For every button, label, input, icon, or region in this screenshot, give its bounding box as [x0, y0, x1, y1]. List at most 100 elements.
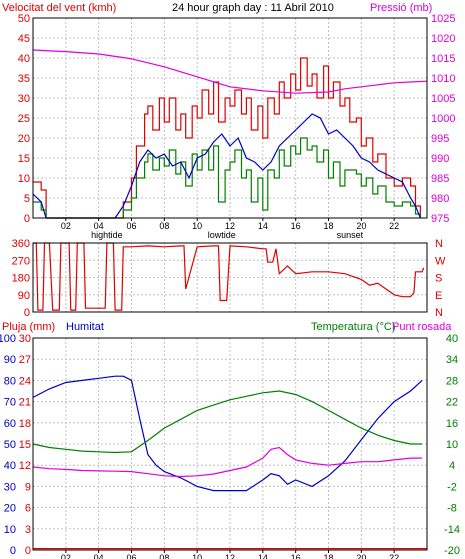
humidity-y-tick-label: 60 — [4, 418, 16, 430]
pressure-y-tick-label: 1000 — [431, 113, 455, 125]
temperature-line — [32, 390, 423, 454]
pressure-line — [32, 49, 428, 94]
direction-y-tick-label: 90 — [18, 290, 30, 302]
wind-y-tick-label: 25 — [18, 113, 30, 125]
humidity-y-tick-label: 50 — [4, 439, 16, 451]
wind-x-tick-label: 06 — [126, 221, 136, 231]
wind-x-tick-label: 20 — [356, 221, 366, 231]
temperature-axis-title: Temperatura (°C) — [311, 321, 395, 333]
wind-x-annotation-lowtide: lowtide — [208, 230, 236, 240]
dewpoint-line — [32, 446, 423, 478]
wind-y-tick-label: 15 — [18, 153, 30, 165]
humidity-y-tick-label: 20 — [4, 503, 16, 515]
rain-y-tick-label: 3 — [25, 524, 31, 536]
weather-x-tick-label: 22 — [389, 553, 399, 559]
humidity-axis-title: Humitat — [66, 321, 104, 333]
wind-y-tick-label: 30 — [18, 93, 30, 105]
weather-x-tick-label: 12 — [225, 553, 235, 559]
wind-y-tick-label: 50 — [18, 13, 30, 25]
weather-x-tick-label: 18 — [323, 553, 333, 559]
wind-speed-line — [32, 113, 421, 219]
temperature-y-tick-label: 4 — [449, 460, 455, 472]
chart-title: 24 hour graph day : 11 Abril 2010 — [172, 2, 334, 14]
wind-y-tick-label: 20 — [18, 133, 30, 145]
pressure-y-tick-label: 990 — [431, 153, 449, 165]
humidity-y-tick-label: 90 — [4, 354, 16, 366]
wind-y-tick-label: 40 — [18, 53, 30, 65]
pressure-y-tick-label: 1025 — [431, 13, 455, 25]
wind-y-tick-label: 35 — [18, 73, 30, 85]
weather-x-tick-label: 20 — [356, 553, 366, 559]
rain-y-tick-label: 6 — [25, 503, 31, 515]
compass-label: W — [435, 255, 446, 267]
humidity-y-tick-label: 30 — [4, 481, 16, 493]
rain-y-tick-label: 18 — [19, 418, 31, 430]
wind-x-tick-label: 22 — [389, 221, 399, 231]
wind-x-tick-label: 10 — [192, 221, 202, 231]
wind-x-tick-label: 18 — [323, 221, 333, 231]
pressure-axis-title: Pressió (mb) — [370, 2, 432, 14]
rain-y-tick-label: 12 — [19, 460, 31, 472]
compass-label: N — [435, 307, 443, 319]
rain-y-tick-label: 30 — [19, 333, 31, 345]
pressure-y-tick-label: 1005 — [431, 93, 455, 105]
temperature-y-tick-label: 28 — [446, 375, 458, 387]
wind-y-tick-label: 0 — [24, 213, 30, 225]
weather-x-tick-label: 02 — [61, 553, 71, 559]
direction-y-tick-label: 0 — [24, 307, 30, 319]
wind-x-tick-label: 04 — [94, 221, 104, 231]
wind-direction-line — [33, 242, 425, 311]
dewpoint-axis-title: Punt rosada — [392, 321, 452, 333]
weather-x-tick-label: 06 — [126, 553, 136, 559]
temperature-y-tick-label: 16 — [446, 418, 458, 430]
pressure-y-tick-label: 995 — [431, 133, 449, 145]
humidity-y-tick-label: 10 — [4, 524, 16, 536]
compass-label: N — [435, 238, 443, 250]
wind-x-annotation-sunset: sunset — [337, 230, 364, 240]
pressure-y-tick-label: 980 — [431, 193, 449, 205]
rain-y-tick-label: 0 — [25, 545, 31, 557]
weather-x-tick-label: 14 — [258, 553, 268, 559]
rain-axis-title: Pluja (mm) — [2, 321, 55, 333]
pressure-y-tick-label: 1020 — [431, 33, 455, 45]
humidity-y-tick-label: 0 — [10, 545, 16, 557]
temperature-y-tick-label: 34 — [446, 354, 458, 366]
compass-label: E — [435, 290, 442, 302]
rain-y-tick-label: 27 — [19, 354, 31, 366]
temperature-y-tick-label: 40 — [446, 333, 458, 345]
humidity-y-tick-label: 40 — [4, 460, 16, 472]
compass-label: S — [435, 273, 442, 285]
pressure-y-tick-label: 1010 — [431, 73, 455, 85]
pressure-y-tick-label: 985 — [431, 173, 449, 185]
weather-x-tick-label: 10 — [192, 553, 202, 559]
temperature-y-tick-label: -14 — [444, 524, 460, 536]
temperature-y-tick-label: 10 — [446, 439, 458, 451]
humidity-line — [32, 375, 423, 492]
rain-y-tick-label: 21 — [19, 397, 31, 409]
temperature-y-tick-label: 22 — [446, 397, 458, 409]
weather-x-tick-label: 04 — [94, 553, 104, 559]
wind-y-tick-label: 45 — [18, 33, 30, 45]
wind-average-line — [33, 137, 421, 219]
rain-y-tick-label: 9 — [25, 481, 31, 493]
wind-x-tick-label: 16 — [291, 221, 301, 231]
wind-gust-line — [33, 57, 421, 219]
wind-x-tick-label: 14 — [258, 221, 268, 231]
direction-plot-frame — [32, 242, 428, 313]
wind-x-tick-label: 02 — [61, 221, 71, 231]
wind-x-tick-label: 08 — [159, 221, 169, 231]
rain-y-tick-label: 15 — [19, 439, 31, 451]
direction-y-tick-label: 270 — [12, 255, 30, 267]
temperature-y-tick-label: -20 — [444, 545, 460, 557]
rain-y-tick-label: 24 — [19, 375, 31, 387]
weather-x-tick-label: 08 — [159, 553, 169, 559]
humidity-y-tick-label: 80 — [4, 375, 16, 387]
direction-y-tick-label: 180 — [12, 273, 30, 285]
humidity-y-tick-label: 70 — [4, 397, 16, 409]
temperature-y-tick-label: -8 — [447, 503, 457, 515]
pressure-y-tick-label: 1015 — [431, 53, 455, 65]
weather-x-tick-label: 16 — [291, 553, 301, 559]
pressure-y-tick-label: 975 — [431, 213, 449, 225]
